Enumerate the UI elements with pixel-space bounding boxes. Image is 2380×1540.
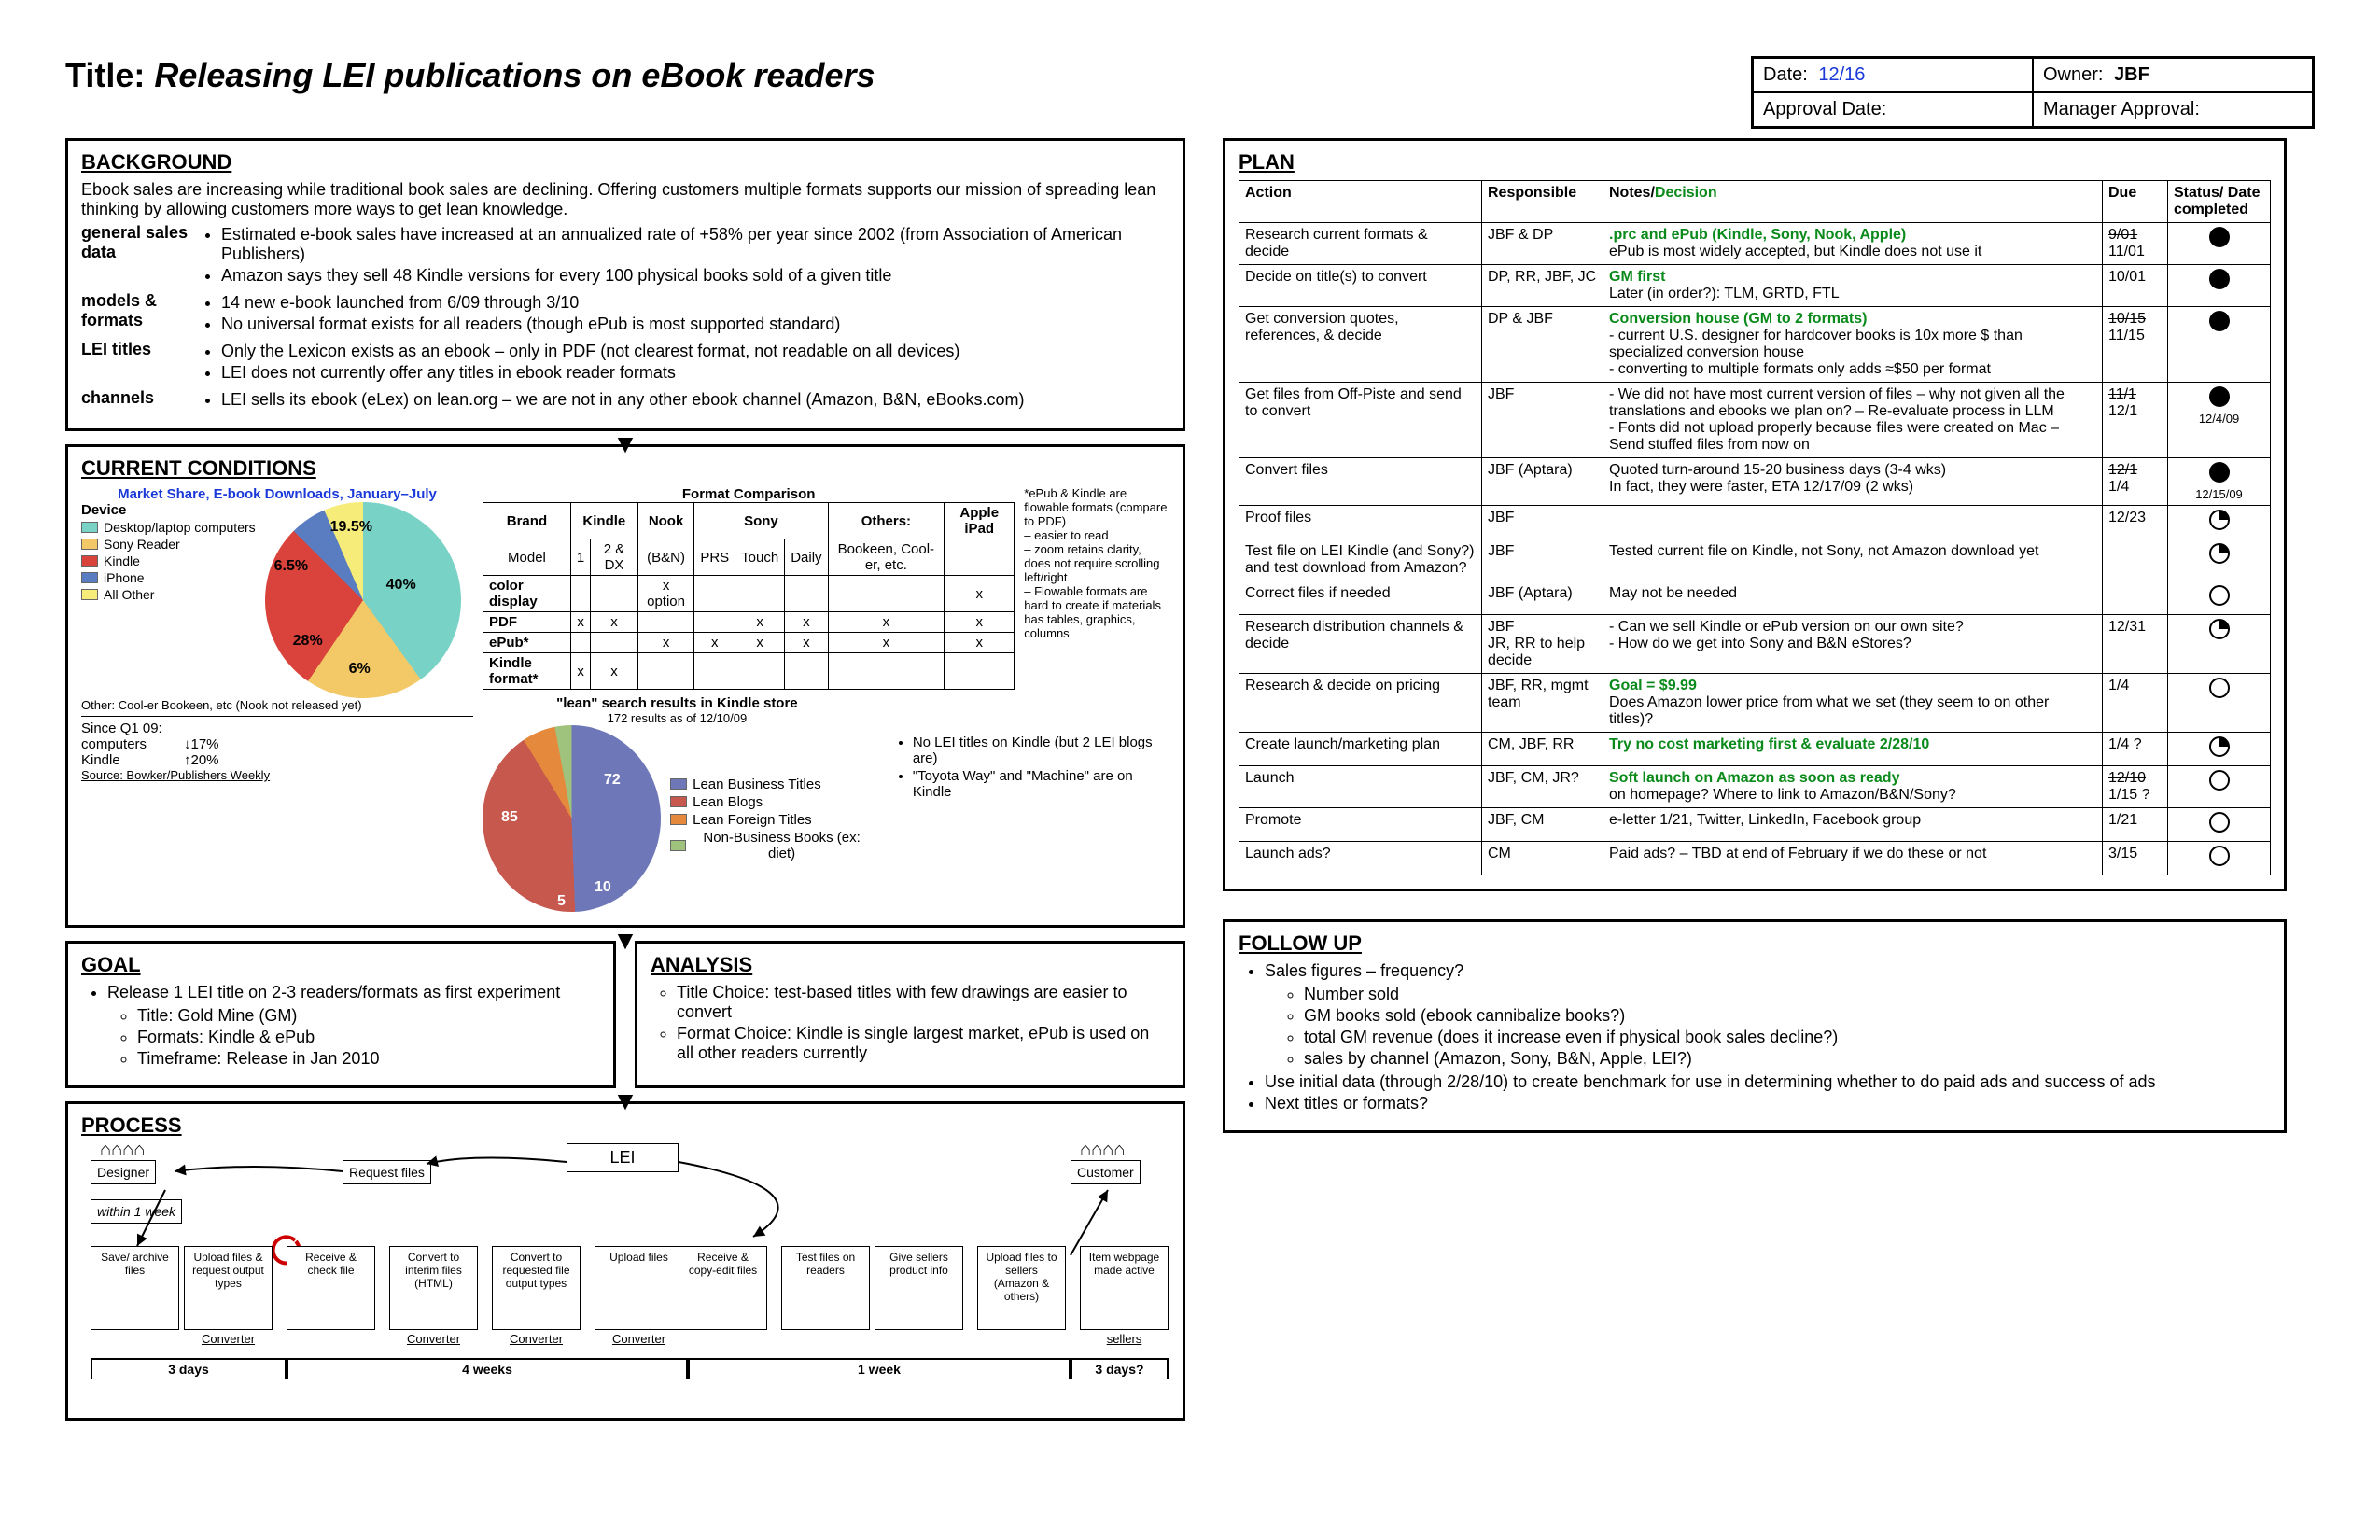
cc-right-notes: No LEI titles on Kindle (but 2 LEI blogs… (913, 733, 1169, 802)
status-icon (2209, 736, 2230, 757)
format-side-note: *ePub & Kindle are flowable formats (com… (1024, 486, 1169, 640)
followup-panel: FOLLOW UP Sales figures – frequency? Num… (1223, 919, 2287, 1133)
process-step: Convert to interim files (HTML) (389, 1246, 478, 1330)
status-icon (2209, 269, 2230, 289)
process-panel: PROCESS ⌂⌂⌂⌂DesignerLEI⌂⌂⌂⌂CustomerReque… (65, 1101, 1185, 1421)
process-step: Give sellers product info (875, 1246, 963, 1330)
status-icon (2209, 543, 2230, 564)
status-icon (2209, 585, 2230, 606)
kindle-search-pie: 8572105 (483, 725, 661, 912)
pie1-legend: Device Desktop/laptop computersSony Read… (81, 502, 256, 604)
process-step: Upload files (595, 1246, 683, 1330)
process-step: Item webpage made active (1080, 1246, 1169, 1330)
pie1-title: Market Share, E-book Downloads, January–… (81, 486, 473, 502)
bg-item: 14 new e-book launched from 6/09 through… (221, 293, 1169, 313)
background-heading: BACKGROUND (81, 150, 1169, 175)
meta-box: Date: 12/16 Owner: JBF Approval Date: Ma… (1751, 56, 2315, 129)
bg-row-label: LEI titles (81, 340, 203, 359)
status-icon (2209, 846, 2230, 866)
status-icon (2209, 386, 2230, 407)
status-icon (2209, 510, 2230, 530)
process-step: Upload files & request output types (184, 1246, 273, 1330)
plan-table: ActionResponsibleNotes/DecisionDueStatus… (1239, 180, 2271, 875)
status-icon (2209, 678, 2230, 698)
background-intro: Ebook sales are increasing while traditi… (81, 180, 1169, 219)
analysis-panel: ANALYSIS Title Choice: test-based titles… (635, 941, 1185, 1088)
plan-panel: PLAN ActionResponsibleNotes/DecisionDueS… (1223, 138, 2287, 891)
process-step: Save/ archive files (91, 1246, 179, 1330)
bg-row-label: general sales data (81, 223, 203, 262)
process-step: Receive & check file (287, 1246, 375, 1330)
background-panel: BACKGROUND Ebook sales are increasing wh… (65, 138, 1185, 431)
page-title: Title: Releasing LEI publications on eBo… (65, 56, 875, 95)
pie1-note: Other: Cool-er Bookeen, etc (Nook not re… (81, 698, 473, 712)
process-step: Upload files to sellers (Amazon & others… (977, 1246, 1066, 1330)
bg-item: LEI sells its ebook (eLex) on lean.org –… (221, 390, 1169, 410)
bg-item: Only the Lexicon exists as an ebook – on… (221, 342, 1169, 361)
status-icon (2209, 227, 2230, 247)
bg-item: Estimated e-book sales have increased at… (221, 225, 1169, 264)
bg-row-label: models & formats (81, 291, 203, 330)
format-comparison-table: BrandKindleNookSonyOthers:Apple iPadMode… (483, 502, 1015, 690)
status-icon (2209, 770, 2230, 791)
status-icon (2209, 311, 2230, 331)
process-step: Receive & copy-edit files (679, 1246, 767, 1330)
process-step: Convert to requested file output types (492, 1246, 581, 1330)
pie2-legend: Lean Business TitlesLean BlogsLean Forei… (670, 775, 872, 863)
current-conditions-panel: CURRENT CONDITIONS Market Share, E-book … (65, 444, 1185, 928)
status-icon (2209, 462, 2230, 483)
process-step: Test files on readers (781, 1246, 870, 1330)
bg-item: LEI does not currently offer any titles … (221, 363, 1169, 383)
market-share-pie: 40%19.5%6.5%28%6% (265, 502, 461, 698)
current-heading: CURRENT CONDITIONS (81, 456, 1169, 481)
status-icon (2209, 812, 2230, 833)
bg-row-label: channels (81, 388, 203, 408)
bg-item: Amazon says they sell 48 Kindle versions… (221, 266, 1169, 286)
bg-item: No universal format exists for all reade… (221, 315, 1169, 334)
goal-panel: GOAL Release 1 LEI title on 2-3 readers/… (65, 941, 616, 1088)
status-icon (2209, 619, 2230, 639)
